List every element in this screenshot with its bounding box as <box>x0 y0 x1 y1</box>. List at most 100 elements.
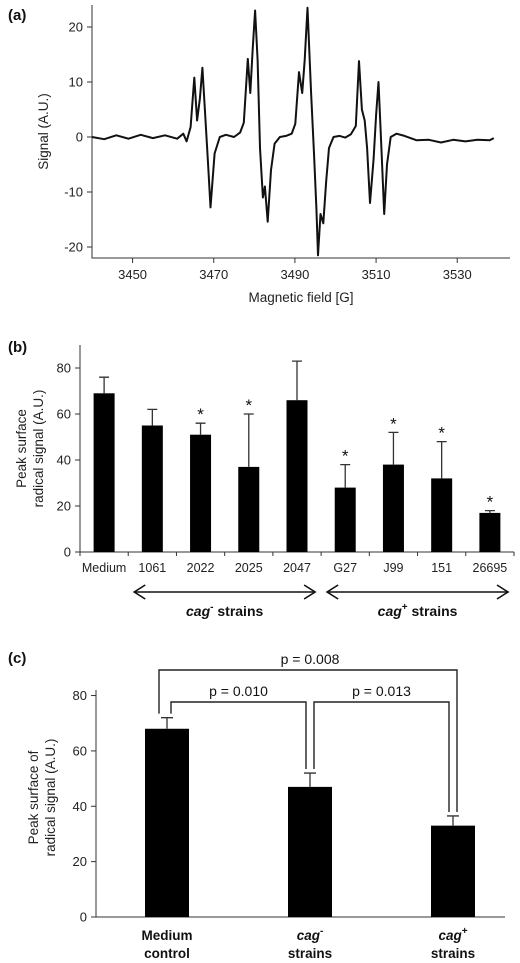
panel-b-significance-star: * <box>390 414 397 433</box>
panel-c-comparison-bracket <box>313 701 450 812</box>
panel-a-signal-trace <box>91 6 495 257</box>
panel-a-label: (a) <box>8 7 26 24</box>
panel-b-error-bar <box>243 413 254 467</box>
panel-a-y-axis-title: Signal (A.U.) <box>36 93 51 170</box>
panel-b-category-label: 2025 <box>235 561 263 575</box>
panel-c-category-label-main: cag <box>297 928 321 943</box>
panel-c-bar <box>288 786 332 917</box>
panel-c-group-bar-chart: (c) 0 20 40 60 80 Peak surface of radical sign… <box>8 650 505 961</box>
panel-a-x-tick-label: 3470 <box>199 267 228 282</box>
panel-b-category-label: G27 <box>333 561 357 575</box>
panel-c-y-tick-label: 0 <box>80 910 87 925</box>
panel-b-y-tick-label: 80 <box>57 361 71 376</box>
panel-b-category-label: J99 <box>383 561 403 575</box>
panel-b-group-arrow-right-head <box>303 584 317 600</box>
panel-b-error-bar <box>436 440 447 479</box>
panel-c-comparison-bracket <box>170 701 307 770</box>
panel-c-y-axis-title-line2: radical signal (A.U.) <box>43 739 58 857</box>
panel-b-category-label: 26695 <box>473 561 508 575</box>
panel-b-error-bar <box>340 463 351 488</box>
panel-c-y-axis-title: Peak surface of radical signal (A.U.) <box>26 739 58 857</box>
panel-b-bar <box>93 393 115 552</box>
panel-b-y-axis-title: Peak surface radical signal (A.U.) <box>14 390 46 508</box>
panel-c-y-tick-label: 80 <box>73 688 87 703</box>
panel-c-category-label-line2: strains <box>288 946 332 961</box>
panel-b-bar <box>141 425 163 552</box>
panel-c-category-label-line1: Medium <box>141 928 192 943</box>
panel-b-bar <box>286 400 308 552</box>
panel-c-category-label-main: Medium <box>141 928 192 943</box>
panel-c-category-label-line1: cag+ <box>438 926 467 943</box>
panel-b-y-tick-label: 40 <box>57 453 71 468</box>
panel-b-bar <box>382 464 404 552</box>
panel-b-error-bar <box>388 431 399 465</box>
panel-b-bar <box>479 512 501 552</box>
panel-a-y-tick-label: 0 <box>76 130 83 145</box>
panel-b-group-label: cag- strains <box>186 602 263 619</box>
panel-b-error-bar <box>99 376 110 394</box>
panel-c-y-axis-title-line1: Peak surface of <box>26 750 41 844</box>
panel-c-label: (c) <box>8 650 26 667</box>
panel-b-group-arrow-right-head <box>496 584 510 600</box>
panel-a-x-axis-title: Magnetic field [G] <box>248 290 353 305</box>
panel-a-y-tick-label: -20 <box>64 240 83 255</box>
panel-b-error-bar <box>195 422 206 435</box>
panel-b-significance-star: * <box>245 396 252 415</box>
panel-b-group-arrow-left-head <box>325 584 339 600</box>
panel-a-x-tick-label: 3510 <box>362 267 391 282</box>
panel-b-category-label: 1061 <box>138 561 166 575</box>
panel-b-category-label: 2047 <box>283 561 311 575</box>
panel-a-y-tick-label: 10 <box>69 75 83 90</box>
panel-b-y-tick-label: 0 <box>64 545 71 560</box>
panel-b-y-axis-title-line1: Peak surface <box>14 409 29 488</box>
panel-c-category-label-superscript: + <box>462 926 468 937</box>
panel-b-strain-bar-chart: (b) 0 20 40 60 80 Peak surface radical signal … <box>8 339 515 619</box>
panel-b-group-label-prefix: cag <box>378 603 403 619</box>
panel-c-p-value-label: p = 0.008 <box>281 651 340 667</box>
panel-b-group-label: cag+ strains <box>378 602 458 619</box>
panel-b-bar <box>334 487 356 552</box>
panel-b-bar <box>190 434 212 552</box>
panel-b-error-bar <box>484 509 495 513</box>
panel-c-y-tick-label: 60 <box>73 743 87 758</box>
panel-b-y-tick-label: 20 <box>57 499 71 514</box>
panel-c-error-bar <box>161 717 173 729</box>
panel-c-p-value-label: p = 0.010 <box>209 683 268 699</box>
panel-b-group-arrow-left-head <box>132 584 146 600</box>
panel-c-y-tick-label: 40 <box>73 799 87 814</box>
panel-c-error-bar <box>447 815 459 826</box>
panel-c-category-label-superscript: - <box>320 926 323 937</box>
panel-b-category-label: 151 <box>431 561 452 575</box>
panel-b-error-bar <box>147 408 158 426</box>
panel-a-x-tick-label: 3490 <box>280 267 309 282</box>
panel-a-epr-spectrum: (a) -20 -10 0 10 20 3450 3470 3490 3510 3530 Magne… <box>8 5 510 305</box>
panel-c-category-label-main: cag <box>438 928 462 943</box>
panel-a-x-tick-label: 3530 <box>443 267 472 282</box>
panel-a-y-tick-label: -10 <box>64 185 83 200</box>
panel-c-bar <box>145 728 189 917</box>
panel-c-category-label-line2: control <box>144 946 190 961</box>
panel-b-error-bar <box>292 360 302 401</box>
panel-b-bar <box>431 478 453 552</box>
panel-a-axes <box>91 5 510 259</box>
panel-c-error-bar <box>304 772 316 787</box>
panel-b-significance-star: * <box>197 405 204 424</box>
panel-b-y-tick-label: 60 <box>57 407 71 422</box>
panel-b-category-label: 2022 <box>187 561 215 575</box>
panel-b-group-label-suffix: strains <box>213 603 263 619</box>
panel-a-y-tick-label: 20 <box>69 20 83 35</box>
panel-c-bar <box>431 825 475 917</box>
panel-b-bar <box>238 466 260 552</box>
panel-b-y-axis-title-line2: radical signal (A.U.) <box>31 390 46 508</box>
panel-b-group-label-superscript: + <box>402 602 408 613</box>
panel-b-significance-star: * <box>438 424 445 443</box>
panel-c-comparison-bracket <box>158 669 458 812</box>
panel-b-group-label-superscript: - <box>210 602 213 613</box>
panel-c-y-tick-label: 20 <box>73 854 87 869</box>
panel-c-category-label-line2: strains <box>431 946 475 961</box>
panel-a-x-tick-label: 3450 <box>118 267 147 282</box>
panel-b-significance-star: * <box>342 447 349 466</box>
panel-c-p-value-label: p = 0.013 <box>352 683 411 699</box>
panel-c-category-label-line1: cag- <box>297 926 324 943</box>
